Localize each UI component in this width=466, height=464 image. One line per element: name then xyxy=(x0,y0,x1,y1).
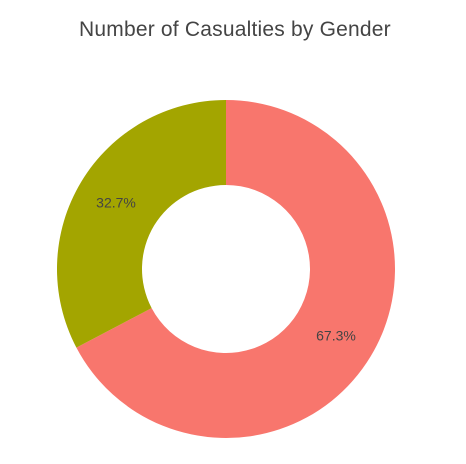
slices-layer xyxy=(57,100,396,438)
labels-layer: 67.3% 32.7% xyxy=(96,195,356,344)
chart-title: Number of Casualties by Gender xyxy=(79,18,391,41)
slice-0[interactable] xyxy=(76,100,396,438)
slice-1[interactable] xyxy=(57,100,226,348)
slice-label-0: 67.3% xyxy=(316,327,356,343)
slice-label-1: 32.7% xyxy=(96,195,136,211)
